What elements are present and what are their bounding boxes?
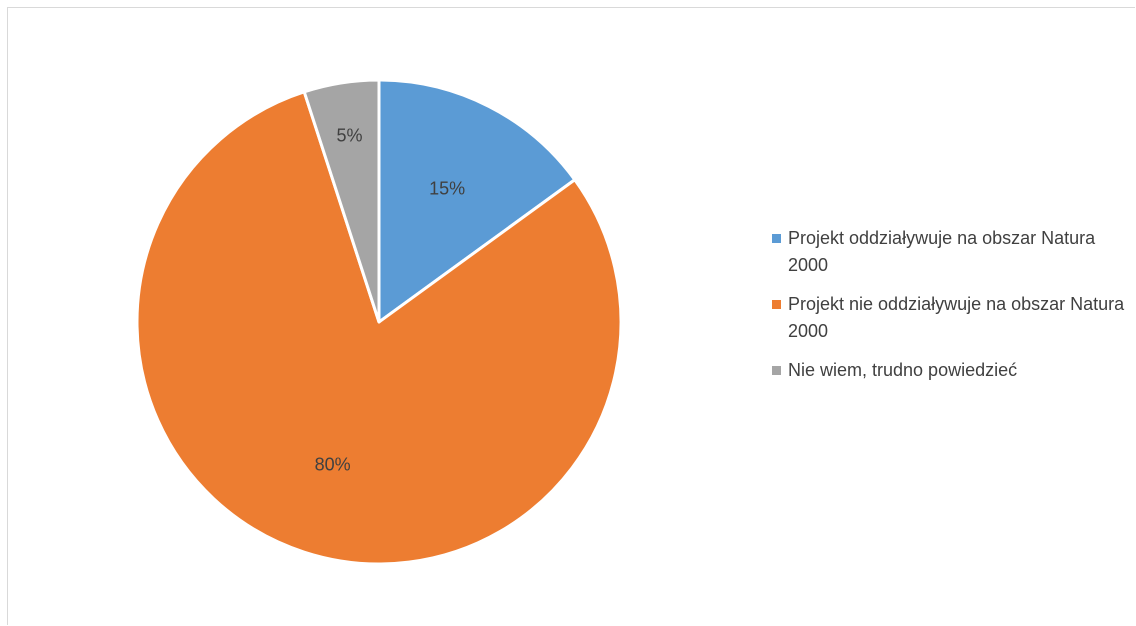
legend-swatch-3: [772, 366, 781, 375]
pie-slice-2: [135, 90, 623, 566]
data-label-3: 5%: [336, 126, 362, 146]
legend-item-3: Nie wiem, trudno powiedzieć: [772, 357, 1132, 384]
data-label-2: 80%: [315, 455, 351, 475]
legend-swatch-2: [772, 300, 781, 309]
legend-item-1: Projekt oddziaływuje na obszar Natura 20…: [772, 225, 1132, 279]
legend-label-2: Projekt nie oddziaływuje na obszar Natur…: [788, 294, 1125, 341]
legend-swatch-1: [772, 234, 781, 243]
legend: Projekt oddziaływuje na obszar Natura 20…: [772, 225, 1132, 396]
data-label-1: 15%: [429, 178, 465, 198]
pie-chart: 15% 80% 5%: [135, 78, 623, 566]
pie-slice-1: [377, 78, 577, 324]
chart-area: 15% 80% 5% Projekt oddziaływuje na obszar …: [7, 7, 1135, 625]
legend-item-2: Projekt nie oddziaływuje na obszar Natur…: [772, 291, 1132, 345]
legend-label-3: Nie wiem, trudno powiedzieć: [788, 360, 1018, 380]
pie-slice-3: [302, 78, 381, 324]
legend-label-1: Projekt oddziaływuje na obszar Natura 20…: [788, 228, 1096, 275]
